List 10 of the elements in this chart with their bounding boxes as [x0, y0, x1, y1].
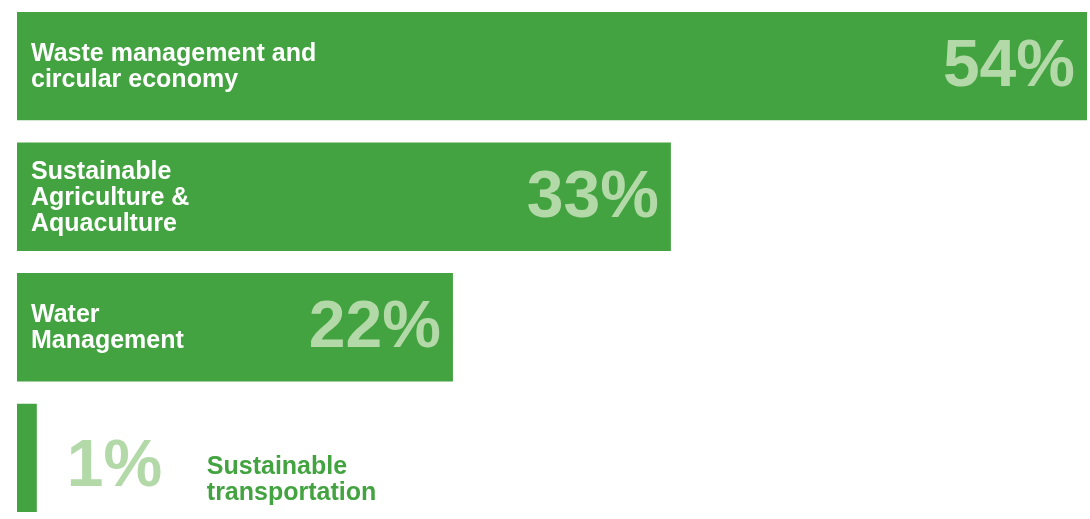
bar [17, 12, 1087, 121]
y-tick-label: Water Management [31, 299, 185, 354]
data-label: 33% [526, 156, 659, 231]
data-label: 1% [66, 425, 163, 500]
y-tick-label: Sustainable Agriculture & Aquaculture [31, 155, 190, 236]
y-tick-label: Waste management and circular economy [31, 38, 317, 93]
bar [17, 403, 37, 512]
y-tick-label: Sustainable transportation [206, 450, 377, 505]
data-label: 54% [942, 26, 1075, 101]
data-label: 22% [308, 287, 441, 362]
